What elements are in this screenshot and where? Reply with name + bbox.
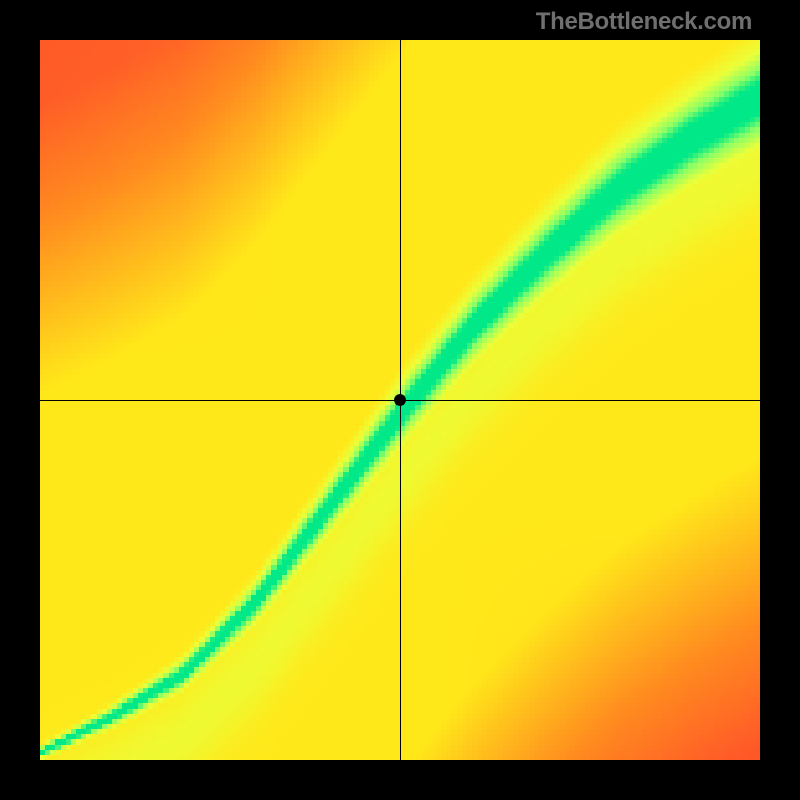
- watermark-text: TheBottleneck.com: [536, 8, 752, 36]
- plot-area: [40, 40, 760, 760]
- heatmap-canvas: [40, 40, 760, 760]
- outer-frame: TheBottleneck.com: [0, 0, 800, 800]
